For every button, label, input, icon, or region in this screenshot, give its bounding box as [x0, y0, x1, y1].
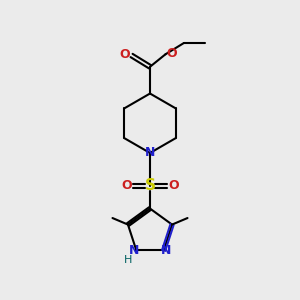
Text: O: O [167, 46, 177, 60]
Text: O: O [120, 48, 130, 61]
Text: O: O [169, 179, 179, 192]
Text: S: S [145, 178, 155, 193]
Text: N: N [129, 244, 139, 257]
Text: H: H [124, 255, 132, 265]
Text: O: O [121, 179, 131, 192]
Text: N: N [145, 146, 155, 160]
Text: N: N [161, 244, 171, 257]
